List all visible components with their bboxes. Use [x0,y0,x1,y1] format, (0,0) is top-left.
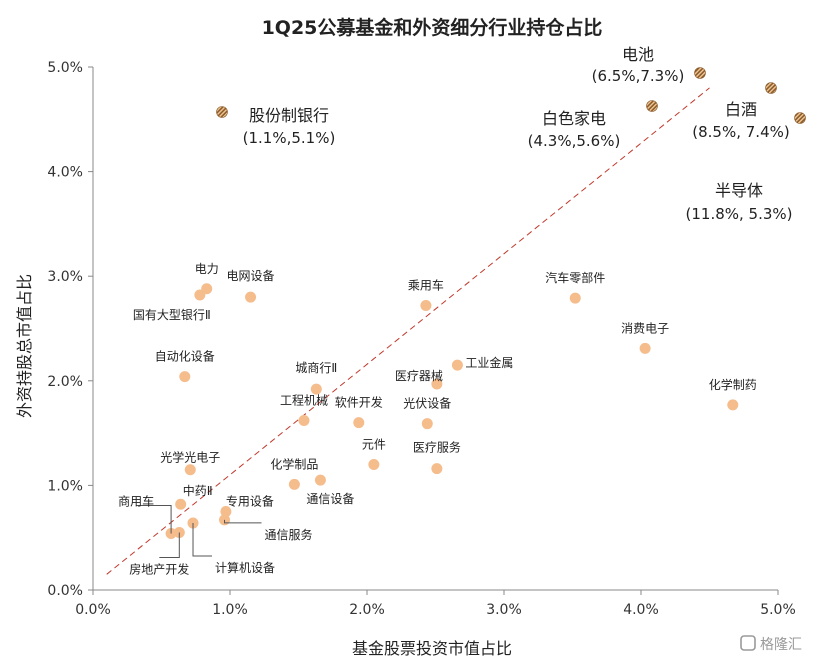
data-point [569,292,581,304]
offscale-marker [694,67,706,79]
point-label: 国有大型银行Ⅱ [133,308,211,322]
point-label: 元件 [362,437,386,451]
data-point [194,289,206,301]
offscale-value: (1.1%,5.1%) [243,129,336,147]
offscale-value: (6.5%,7.3%) [592,67,685,85]
data-point [431,378,443,390]
point-label: 中药Ⅱ [183,483,213,498]
offscale-value: (4.3%,5.6%) [528,132,621,150]
data-point [368,458,380,470]
data-point [288,478,300,490]
offscale-points: 股份制银行 (1.1%,5.1%) 电池 (6.5%,7.3%) 白色家电 (4.3%,5… [216,45,806,223]
data-point [184,464,196,476]
point-label: 自动化设备 [155,350,215,364]
point-label: 工业金属 [465,355,513,370]
offscale-name: 白色家电 [542,109,606,128]
x-tick-label: 4.0% [623,602,659,618]
point-label: 软件开发 [335,395,383,410]
point-label: 工程机械 [280,393,328,408]
data-point [314,474,326,486]
y-tick-label: 1.0% [47,478,83,494]
point-label: 医疗器械 [395,368,443,383]
point-label: 通信服务 [265,527,313,542]
data-point [431,463,443,475]
offscale-name: 股份制银行 [249,106,329,125]
x-tick-label: 0.0% [75,602,111,618]
data-point [298,415,310,427]
point-label: 医疗服务 [413,440,461,455]
point-label: 专用设备 [226,494,274,509]
offscale-marker [765,82,777,94]
data-point [420,299,432,311]
point-label: 化学制药 [709,377,757,392]
leader-line [136,505,172,534]
point-label: 光学光电子 [160,450,220,465]
data-point [220,506,232,518]
chart-title: 1Q25公募基金和外资细分行业持仓占比 [262,16,603,39]
offscale-name: 白酒 [725,100,757,119]
point-label: 电力 [195,262,219,276]
y-tick-label: 4.0% [47,165,83,181]
x-tick-label: 5.0% [760,602,796,618]
point-label: 计算机设备 [215,560,275,575]
offscale-name: 半导体 [715,181,763,200]
y-tick-label: 5.0% [47,60,83,76]
reference-line-group [106,87,710,575]
reference-line [106,87,710,575]
offscale-marker [216,106,228,118]
point-label: 消费电子 [621,321,669,335]
offscale-value: (11.8%, 5.3%) [686,205,793,223]
data-point [175,498,187,510]
leader-line [192,523,213,557]
data-points [165,283,739,540]
point-label: 光伏设备 [403,397,451,411]
watermark-icon [740,635,756,651]
offscale-marker [794,112,806,124]
axes: 0.0% 1.0% 2.0% 3.0% 4.0% 5.0% 0.0% 1.0% 2.0% 3.0%… [47,60,795,618]
data-point [353,417,365,429]
point-label: 商用车 [118,494,154,509]
data-point [421,418,433,430]
leader-line [159,532,180,558]
data-point [245,291,257,303]
offscale-name: 电池 [622,45,654,64]
data-point [727,399,739,411]
data-point [451,359,463,371]
point-label: 乘用车 [408,277,444,292]
y-tick-label: 0.0% [47,583,83,599]
watermark-text: 格隆汇 [760,637,802,653]
data-point [179,371,191,383]
x-tick-label: 3.0% [486,602,522,618]
point-label: 汽车零部件 [545,270,605,285]
point-label: 通信设备 [306,492,354,506]
x-tick-label: 1.0% [212,602,248,618]
y-tick-label: 3.0% [47,269,83,285]
leader-line [224,519,262,524]
y-axis-title: 外资持股总市值占比 [15,274,34,418]
watermark: 格隆汇 [740,635,802,653]
y-tick-label: 2.0% [47,374,83,390]
offscale-value: (8.5%, 7.4%) [692,123,789,141]
x-axis-title: 基金股票投资市值占比 [352,639,512,658]
data-point [310,383,322,395]
point-label: 电网设备 [227,269,275,283]
point-label: 房地产开发 [129,561,189,576]
point-label: 化学制品 [270,456,318,471]
point-label: 城商行Ⅱ [295,360,337,375]
x-tick-label: 2.0% [349,602,385,618]
data-point [639,342,651,354]
offscale-marker [646,100,658,112]
